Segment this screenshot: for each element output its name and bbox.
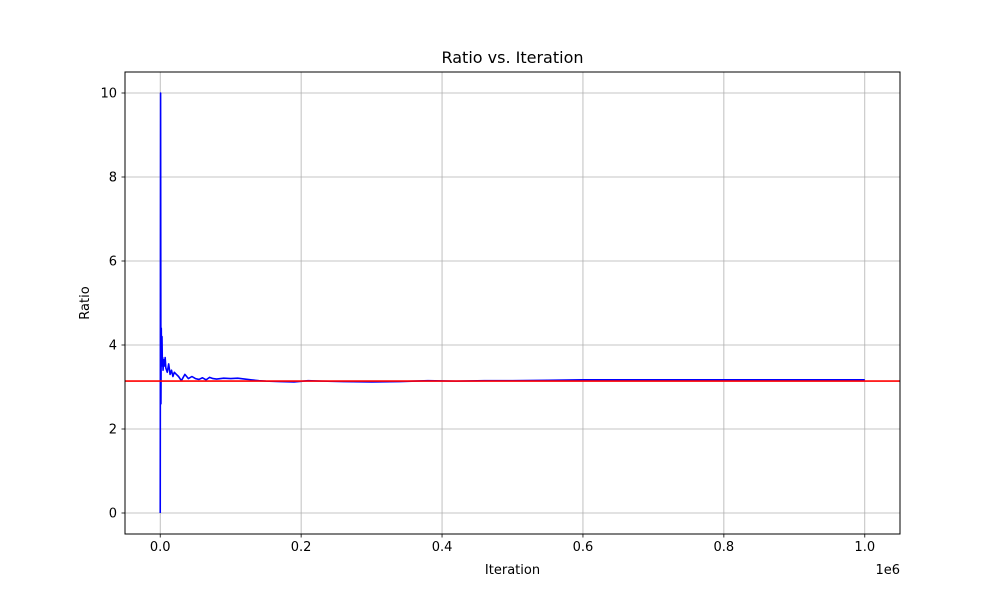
y-tick-label: 4 (109, 339, 117, 354)
plot-area (125, 92, 900, 514)
x-axis-label: Iteration (485, 563, 540, 578)
axes-frame (124, 71, 901, 535)
x-tick-label: 0.0 (150, 540, 171, 555)
x-tick-label: 1.0 (854, 540, 875, 555)
x-tick-label: 0.8 (714, 540, 735, 555)
y-tick-label: 10 (100, 87, 117, 102)
y-tick-label: 2 (109, 423, 117, 438)
y-axis-label: Ratio (78, 286, 93, 319)
x-tick-label: 0.4 (432, 540, 453, 555)
y-tick-label: 8 (109, 171, 117, 186)
y-tick-label: 6 (109, 255, 117, 270)
x-tick-label: 0.2 (291, 540, 312, 555)
grid (125, 72, 900, 534)
x-tick-label: 0.6 (573, 540, 594, 555)
y-tick-label: 0 (109, 507, 117, 522)
axis-ticks: 0.0 0.2 0.4 0.6 0.8 1.0 0 2 4 6 8 10 (100, 87, 875, 556)
x-axis-offset-label: 1e6 (875, 563, 900, 578)
chart-title: Ratio vs. Iteration (441, 48, 583, 67)
